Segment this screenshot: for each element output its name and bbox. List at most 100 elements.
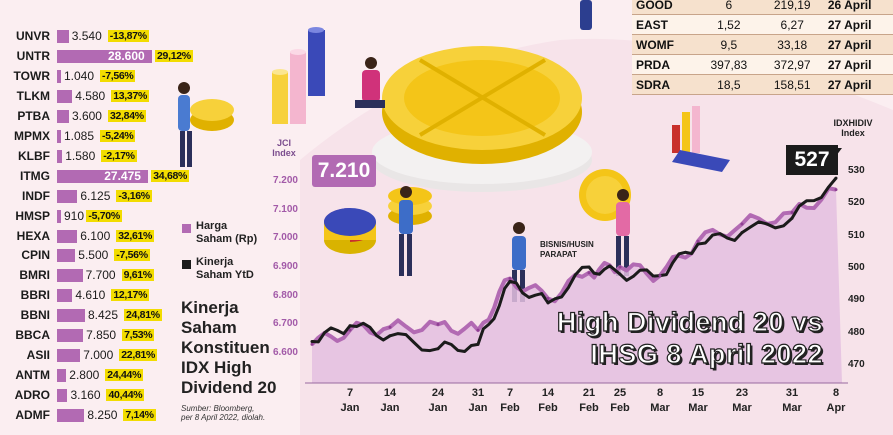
table-cell: EAST	[632, 14, 698, 35]
bar-category-label: BBCA	[15, 328, 50, 343]
price-value-label: 6.100	[80, 228, 111, 243]
table-cell: 158,51	[760, 74, 824, 95]
illustration-credit: BISNIS/HUSIN PARAPAT	[540, 240, 594, 260]
table-cell: WOMF	[632, 34, 698, 55]
left-axis-tick: 7.200	[272, 175, 298, 186]
price-bar	[57, 229, 78, 243]
x-axis-tick: 15 Mar	[678, 386, 718, 416]
table-row: WOMF 9,5 33,18 27 April	[632, 34, 893, 55]
price-bar	[57, 349, 81, 363]
x-tick-month: Jan	[468, 402, 488, 414]
source-line: Sumber: Bloomberg,	[181, 404, 255, 413]
bar-category-label: HMSP	[15, 208, 50, 223]
idxhidiv-point	[740, 222, 744, 226]
performance-badge: -3,16%	[116, 189, 152, 202]
price-bar	[57, 30, 69, 43]
jci-point	[696, 242, 700, 246]
bar-category-label: ADMF	[15, 408, 50, 423]
table-cell: PRDA	[632, 54, 698, 75]
idxhidiv-point	[436, 322, 440, 326]
x-tick-day: 8	[832, 387, 840, 399]
price-bar	[57, 49, 152, 63]
price-bar	[57, 249, 76, 263]
price-value-label: 1.085	[64, 128, 95, 143]
price-bar	[57, 389, 68, 403]
right-axis-tick: 500	[848, 261, 865, 273]
cylinder-illustration	[272, 27, 325, 124]
x-tick-day: 7	[506, 387, 514, 399]
price-bar	[57, 289, 73, 303]
bar-category-label: ASII	[26, 348, 50, 363]
idxhidiv-point	[388, 325, 392, 329]
idxhidiv-point	[834, 188, 838, 192]
idxhidiv-line	[310, 186, 837, 346]
hidiv-callout-box	[786, 145, 838, 175]
left-title-line: IDX High	[181, 358, 252, 377]
price-value-label: 1.040	[64, 68, 95, 83]
bar-category-label: TOWR	[13, 68, 50, 83]
left-axis-tick: 6.700	[272, 318, 298, 330]
idxhidiv-point	[696, 239, 700, 243]
x-tick-day: 14	[541, 387, 555, 399]
left-axis-tick: 7.100	[272, 203, 298, 215]
price-bar	[57, 149, 63, 163]
price-value-label: 5.500	[78, 248, 109, 263]
performance-badge: -13,87%	[107, 30, 149, 42]
idxhidiv-point	[546, 297, 550, 301]
table-cell: 397,83	[697, 54, 761, 75]
jci-point	[388, 334, 392, 338]
x-tick-month: Feb	[610, 402, 630, 414]
table-cell: 27 April	[823, 54, 893, 75]
x-axis-tick: 31 Jan	[458, 386, 498, 416]
left-title-line: Kinerja	[181, 298, 239, 317]
bar-category-label: HEXA	[16, 228, 50, 243]
right-axis-tick: 480	[848, 326, 865, 338]
bar-category-label: INDF	[22, 188, 50, 203]
x-tick-month: Feb	[538, 402, 558, 414]
credit-line: BISNIS/HUSIN	[540, 240, 594, 249]
price-bar	[57, 209, 61, 223]
left-axis-tick: 6.600	[272, 347, 298, 358]
price-bar	[57, 69, 61, 83]
idxhidiv-point	[790, 211, 794, 215]
table-row: SDRA 18,5 158,51 27 April	[632, 74, 893, 95]
x-tick-day: 14	[383, 387, 397, 399]
price-value-label: 8.425	[87, 308, 119, 323]
price-bar	[57, 109, 69, 123]
jci-point	[310, 340, 314, 344]
table-cell: 9,5	[697, 34, 761, 55]
bar-category-label: MPMX	[14, 128, 50, 143]
jci-point	[476, 342, 480, 346]
legend-swatch-kinerja	[182, 260, 191, 269]
x-tick-day: 25	[613, 387, 627, 399]
x-tick-month: Feb	[500, 402, 520, 414]
x-axis-tick: 7 Jan	[330, 386, 370, 416]
table-cell: 26 April	[823, 0, 893, 15]
price-value-label: 3.600	[71, 108, 102, 123]
x-tick-month: Mar	[782, 402, 802, 414]
price-value-label: 6.125	[80, 188, 111, 203]
jci-point	[348, 324, 352, 328]
performance-badge: -5,24%	[100, 129, 136, 142]
jci-point	[587, 265, 591, 269]
performance-badge: 40,44%	[106, 389, 145, 402]
table-cell: 18,5	[697, 74, 761, 95]
performance-badge: 24,81%	[123, 309, 162, 322]
jci-callout-box	[312, 155, 376, 187]
person-illustrations	[178, 0, 630, 302]
price-bar	[57, 89, 73, 103]
bar-category-label: ANTM	[15, 368, 50, 383]
idxhidiv-point	[348, 328, 352, 332]
performance-badge: 22,81%	[119, 349, 158, 362]
x-axis-tick: 14 Feb	[528, 386, 568, 416]
price-value-label: 3.160	[70, 388, 101, 403]
chart-title-line: High Dividend 20 vs	[556, 306, 823, 337]
price-bar	[57, 189, 78, 203]
table-cell: 219,19	[760, 0, 824, 15]
x-tick-day: 23	[735, 387, 749, 399]
performance-badge: 7,53%	[122, 329, 155, 342]
dividend-table: GOOD 6 219,19 26 April EAST 1,52 6,27 27 April W…	[632, 0, 893, 95]
x-axis-tick: 23 Mar	[722, 386, 762, 416]
table-cell: GOOD	[632, 0, 698, 15]
table-cell: 33,18	[760, 34, 824, 55]
